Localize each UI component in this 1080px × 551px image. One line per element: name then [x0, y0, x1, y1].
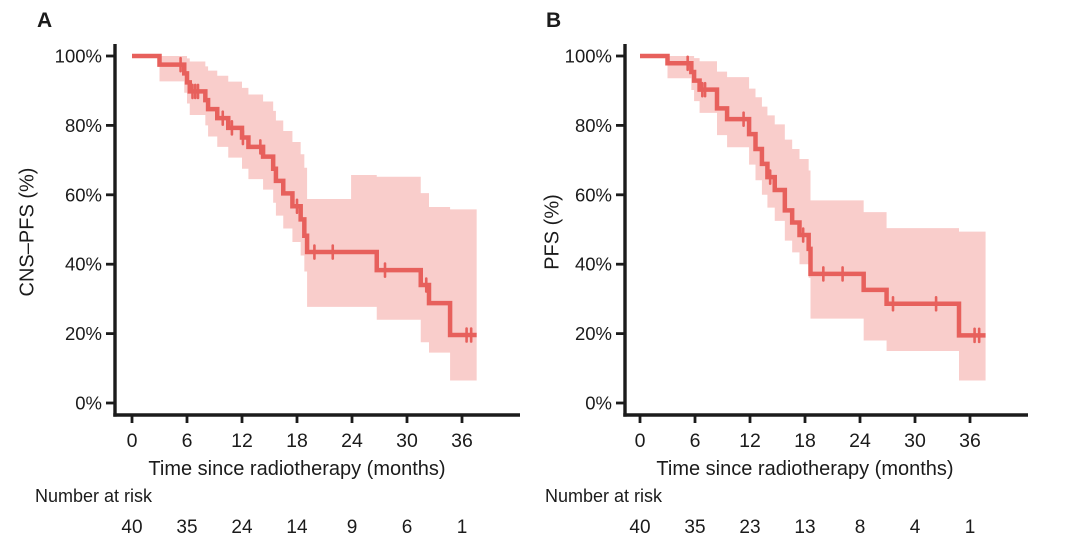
survival-curve: [132, 53, 477, 338]
x-tick-label: 24: [341, 430, 363, 452]
y-tick-label: 100%: [565, 46, 612, 67]
censor-marks: [686, 55, 981, 344]
x-tick-label: 12: [739, 430, 761, 452]
risk-count: 9: [346, 517, 358, 538]
x-tick-label: 12: [231, 430, 253, 452]
y-tick-label: 60%: [575, 184, 612, 205]
x-tick-label: 0: [635, 430, 646, 452]
risk-table-label: Number at risk: [545, 486, 663, 506]
survival-chart-b: 100% 80% 60% 40% 20% 0% 0 6 12 18 24 30 36: [565, 44, 1028, 452]
censor-marks: [179, 56, 473, 343]
risk-count: 1: [456, 517, 468, 538]
y-axis-title: PFS (%): [541, 194, 564, 270]
risk-count: 23: [739, 517, 761, 538]
y-tick-label: 60%: [65, 184, 102, 205]
x-tick-label: 18: [794, 430, 816, 452]
y-tick-label: 80%: [65, 115, 102, 136]
y-tick-label: 40%: [575, 254, 612, 275]
x-axis-title: Time since radiotherapy (months): [656, 458, 954, 480]
risk-count: 35: [176, 517, 198, 538]
y-tick-label: 100%: [55, 46, 102, 67]
survival-chart-a: 100% 80% 60% 40% 20% 0% 0 6 12 18 24 30 36: [55, 44, 520, 452]
confidence-band: [667, 56, 986, 381]
panel-label-a: A: [37, 9, 53, 32]
x-tick-label: 36: [451, 430, 473, 452]
x-tick-label: 18: [286, 430, 308, 452]
x-tick-label: 6: [690, 430, 701, 452]
risk-count: 13: [794, 517, 816, 538]
panel-b: 100% 80% 60% 40% 20% 0% 0 6 12 18 24 30 36 B PFS (%)…: [540, 0, 1080, 551]
panel-label-b: B: [546, 9, 562, 32]
y-tick-label: 40%: [65, 254, 102, 275]
confidence-band: [159, 56, 477, 381]
risk-count: 1: [964, 517, 976, 538]
x-tick-label: 30: [904, 430, 926, 452]
risk-count: 40: [121, 517, 143, 538]
risk-count: 35: [684, 517, 706, 538]
x-tick-label: 36: [959, 430, 981, 452]
x-tick-label: 0: [127, 430, 138, 452]
y-tick-label: 0%: [585, 393, 612, 414]
risk-count: 8: [854, 517, 866, 538]
x-axis-title: Time since radiotherapy (months): [148, 458, 446, 480]
risk-count: 40: [629, 517, 651, 538]
y-tick-label: 20%: [575, 323, 612, 344]
risk-count: 4: [909, 517, 921, 538]
survival-curve: [640, 53, 986, 338]
risk-count: 24: [231, 517, 253, 538]
risk-count: 6: [401, 517, 413, 538]
y-tick-label: 20%: [65, 323, 102, 344]
y-tick-label: 0%: [75, 393, 102, 414]
panel-a: 100% 80% 60% 40% 20% 0% 0 6 12 18 24 30 36 A CNS–PFS…: [16, 9, 520, 538]
y-axis-title: CNS–PFS (%): [16, 167, 39, 297]
x-tick-label: 30: [396, 430, 418, 452]
risk-table-label: Number at risk: [35, 486, 153, 506]
risk-count: 14: [286, 517, 308, 538]
x-tick-label: 6: [182, 430, 193, 452]
x-tick-label: 24: [849, 430, 871, 452]
y-tick-label: 80%: [575, 115, 612, 136]
